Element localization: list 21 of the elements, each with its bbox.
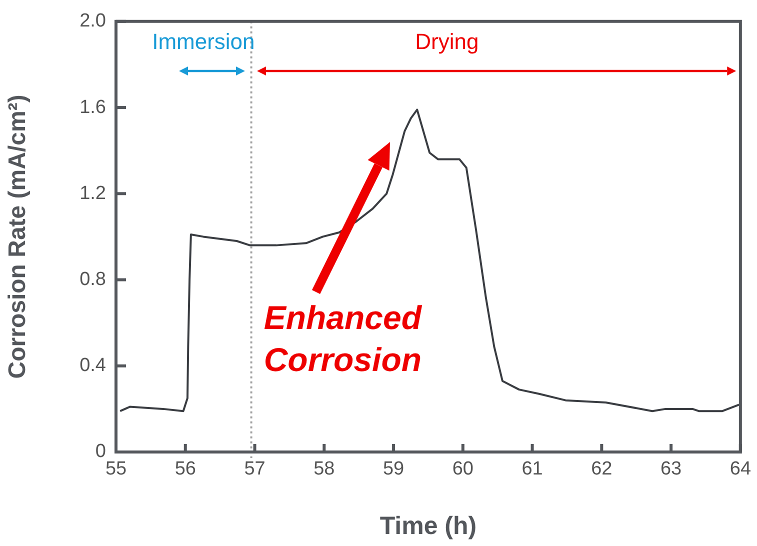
annotation: Immersion xyxy=(152,28,255,54)
y-tick-label: 0.8 xyxy=(80,268,106,290)
x-tick-label: 64 xyxy=(730,458,752,480)
x-tick-label: 55 xyxy=(105,458,127,480)
x-tick-label: 62 xyxy=(591,458,612,480)
y-tick-label: 0 xyxy=(95,441,106,462)
x-tick-label: 60 xyxy=(452,458,474,480)
x-tick-label: 61 xyxy=(522,458,543,480)
x-tick-label: 59 xyxy=(382,458,404,480)
y-tick-label: 0.4 xyxy=(80,355,106,376)
y-tick-label: 1.6 xyxy=(80,96,106,118)
x-tick-label: 63 xyxy=(660,458,682,480)
y-axis-title: Corrosion Rate (mA/cm²) xyxy=(4,94,32,379)
x-tick-label: 58 xyxy=(314,458,335,480)
y-tick-label: 2.0 xyxy=(80,10,106,32)
annotation: Enhanced Corrosion xyxy=(264,298,422,378)
x-tick-label: 56 xyxy=(174,458,196,480)
x-axis-title: Time (h) xyxy=(380,512,477,540)
annotation: Drying xyxy=(415,28,479,54)
x-tick-label: 57 xyxy=(244,458,266,480)
y-tick-label: 1.2 xyxy=(80,182,106,204)
